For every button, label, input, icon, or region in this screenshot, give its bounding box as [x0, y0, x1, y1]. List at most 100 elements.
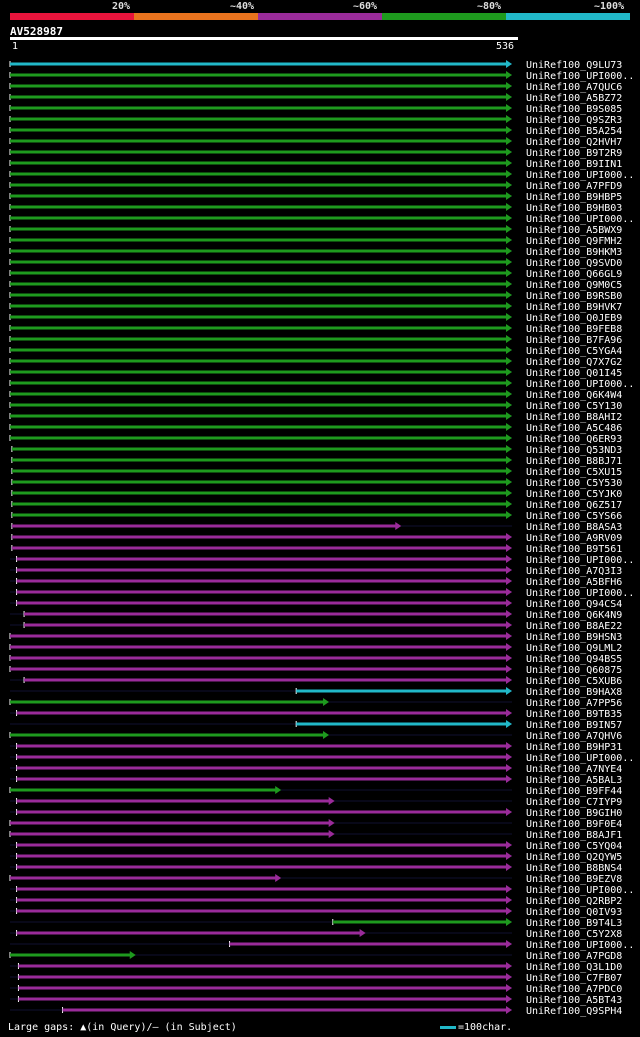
hit-label[interactable]: UniRef100_A7QHV6 — [526, 731, 622, 742]
hit-label[interactable]: UniRef100_C5YGA4 — [526, 346, 622, 357]
hit-label[interactable]: UniRef100_A5BWX9 — [526, 225, 622, 236]
hit-label[interactable]: UniRef100_B8AJF1 — [526, 830, 622, 841]
hit-label[interactable]: UniRef100_A9RV09 — [526, 533, 622, 544]
hit-row: UniRef100_Q3L1D0 — [10, 962, 622, 973]
hit-label[interactable]: UniRef100_Q7X7G2 — [526, 357, 622, 368]
hit-label[interactable]: UniRef100_Q6K4W4 — [526, 390, 622, 401]
hit-label[interactable]: UniRef100_C5XU15 — [526, 467, 622, 478]
hit-label[interactable]: UniRef100_B9TB35 — [526, 709, 622, 720]
hit-label[interactable]: UniRef100_A7QUC6 — [526, 82, 622, 93]
hit-label[interactable]: UniRef100_B9IN57 — [526, 720, 622, 731]
hit-row: UniRef100_A7PDC0 — [10, 984, 622, 995]
hit-label[interactable]: UniRef100_B9HP31 — [526, 742, 622, 753]
hit-label[interactable]: UniRef100_Q66GL9 — [526, 269, 622, 280]
hit-label[interactable]: UniRef100_B9RSB0 — [526, 291, 622, 302]
hit-label[interactable]: UniRef100_A5BFH6 — [526, 577, 622, 588]
hit-label[interactable]: UniRef100_Q9FMH2 — [526, 236, 622, 247]
hit-row: UniRef100_UPI000.. — [10, 885, 634, 896]
hit-label[interactable]: UniRef100_B9HSN3 — [526, 632, 622, 643]
hit-label[interactable]: UniRef100_B8AHI2 — [526, 412, 622, 423]
hit-label[interactable]: UniRef100_B9S085 — [526, 104, 622, 115]
hit-label[interactable]: UniRef100_B9FEB8 — [526, 324, 622, 335]
hit-label[interactable]: UniRef100_B9HAX8 — [526, 687, 622, 698]
hit-label[interactable]: UniRef100_C5Y2X8 — [526, 929, 622, 940]
hit-label[interactable]: UniRef100_A7PGD8 — [526, 951, 622, 962]
hit-row: UniRef100_Q2HVH7 — [9, 137, 622, 148]
hit-label[interactable]: UniRef100_C5YQ04 — [526, 841, 622, 852]
hit-label[interactable]: UniRef100_Q2QYW5 — [526, 852, 622, 863]
hit-label[interactable]: UniRef100_Q9SZR3 — [526, 115, 622, 126]
hit-label[interactable]: UniRef100_UPI000.. — [526, 940, 634, 951]
hit-label[interactable]: UniRef100_A7Q3I3 — [526, 566, 622, 577]
hit-label[interactable]: UniRef100_UPI000.. — [526, 214, 634, 225]
hit-label[interactable]: UniRef100_Q01I45 — [526, 368, 622, 379]
hit-label[interactable]: UniRef100_A7PDC0 — [526, 984, 622, 995]
hit-label[interactable]: UniRef100_B9F0E4 — [526, 819, 622, 830]
hit-label[interactable]: UniRef100_C5Y130 — [526, 401, 622, 412]
hit-label[interactable]: UniRef100_B8AE22 — [526, 621, 622, 632]
hit-label[interactable]: UniRef100_A5C486 — [526, 423, 622, 434]
hit-arrow-icon — [506, 984, 512, 992]
hit-label[interactable]: UniRef100_Q9LML2 — [526, 643, 622, 654]
hit-label[interactable]: UniRef100_Q9M0C5 — [526, 280, 622, 291]
hit-label[interactable]: UniRef100_B9IIN1 — [526, 159, 622, 170]
hit-label[interactable]: UniRef100_C5XUB6 — [526, 676, 622, 687]
hit-label[interactable]: UniRef100_UPI000.. — [526, 753, 634, 764]
hit-label[interactable]: UniRef100_B9T4L3 — [526, 918, 622, 929]
hit-label[interactable]: UniRef100_B9HKM3 — [526, 247, 622, 258]
hit-label[interactable]: UniRef100_B9T561 — [526, 544, 622, 555]
hit-row: UniRef100_A9RV09 — [10, 533, 622, 544]
hit-row: UniRef100_Q0IV93 — [10, 907, 622, 918]
hit-label[interactable]: UniRef100_Q60875 — [526, 665, 622, 676]
hit-label[interactable]: UniRef100_B9GIH0 — [526, 808, 622, 819]
hit-label[interactable]: UniRef100_UPI000.. — [526, 555, 634, 566]
hit-label[interactable]: UniRef100_A5BZ72 — [526, 93, 622, 104]
hit-label[interactable]: UniRef100_B8BJ71 — [526, 456, 622, 467]
hit-label[interactable]: UniRef100_Q2HVH7 — [526, 137, 622, 148]
hit-label[interactable]: UniRef100_B9HBP5 — [526, 192, 622, 203]
hit-label[interactable]: UniRef100_A5BT43 — [526, 995, 622, 1006]
hit-label[interactable]: UniRef100_B8ASA3 — [526, 522, 622, 533]
hit-label[interactable]: UniRef100_A7PFD9 — [526, 181, 622, 192]
hit-label[interactable]: UniRef100_A5BAL3 — [526, 775, 622, 786]
hit-label[interactable]: UniRef100_B9T2R9 — [526, 148, 622, 159]
identity-legend-header: 20% ~40% ~60% ~80% ~100% AV528987 — [0, 0, 640, 44]
hit-label[interactable]: UniRef100_Q0IV93 — [526, 907, 622, 918]
hit-label[interactable]: UniRef100_B9FF44 — [526, 786, 622, 797]
hit-label[interactable]: UniRef100_A7PP56 — [526, 698, 622, 709]
hit-label[interactable]: UniRef100_B7FA96 — [526, 335, 622, 346]
hit-label[interactable]: UniRef100_UPI000.. — [526, 885, 634, 896]
hit-label[interactable]: UniRef100_UPI000.. — [526, 170, 634, 181]
hit-label[interactable]: UniRef100_UPI000.. — [526, 588, 634, 599]
hit-label[interactable]: UniRef100_Q94BS5 — [526, 654, 622, 665]
hit-label[interactable]: UniRef100_B9HB03 — [526, 203, 622, 214]
hit-label[interactable]: UniRef100_Q0JEB9 — [526, 313, 622, 324]
hit-label[interactable]: UniRef100_C7IYP9 — [526, 797, 622, 808]
hit-label[interactable]: UniRef100_C5YJK0 — [526, 489, 622, 500]
hit-label[interactable]: UniRef100_Q2RBP2 — [526, 896, 622, 907]
hit-label[interactable]: UniRef100_UPI000.. — [526, 71, 634, 82]
hit-label[interactable]: UniRef100_C7FB07 — [526, 973, 622, 984]
hit-arrow-icon — [506, 577, 512, 585]
hit-label[interactable]: UniRef100_UPI000.. — [526, 379, 634, 390]
hit-label[interactable]: UniRef100_Q53ND3 — [526, 445, 622, 456]
hit-label[interactable]: UniRef100_Q3L1D0 — [526, 962, 622, 973]
hit-label[interactable]: UniRef100_Q6ER93 — [526, 434, 622, 445]
hit-row: UniRef100_A5BFH6 — [10, 577, 622, 588]
hit-label[interactable]: UniRef100_A7NYE4 — [526, 764, 622, 775]
hit-label[interactable]: UniRef100_Q9LU73 — [526, 60, 622, 71]
hit-label[interactable]: UniRef100_Q6K4N9 — [526, 610, 622, 621]
hit-label[interactable]: UniRef100_Q6Z517 — [526, 500, 622, 511]
hit-row: UniRef100_B9T561 — [10, 544, 622, 555]
hit-label[interactable]: UniRef100_Q94CS4 — [526, 599, 622, 610]
hit-label[interactable]: UniRef100_B9HVK7 — [526, 302, 622, 313]
hit-row: UniRef100_UPI000.. — [10, 555, 634, 566]
hit-label[interactable]: UniRef100_B8BNS4 — [526, 863, 622, 874]
hit-label[interactable]: UniRef100_Q9SVD0 — [526, 258, 622, 269]
hit-label[interactable]: UniRef100_B5A254 — [526, 126, 622, 137]
hit-label[interactable]: UniRef100_C5YS66 — [526, 511, 622, 522]
hit-arrow-icon — [506, 434, 512, 442]
hit-label[interactable]: UniRef100_B9EZV8 — [526, 874, 622, 885]
hit-label[interactable]: UniRef100_C5Y530 — [526, 478, 622, 489]
hit-label[interactable]: UniRef100_Q9SPH4 — [526, 1006, 622, 1017]
